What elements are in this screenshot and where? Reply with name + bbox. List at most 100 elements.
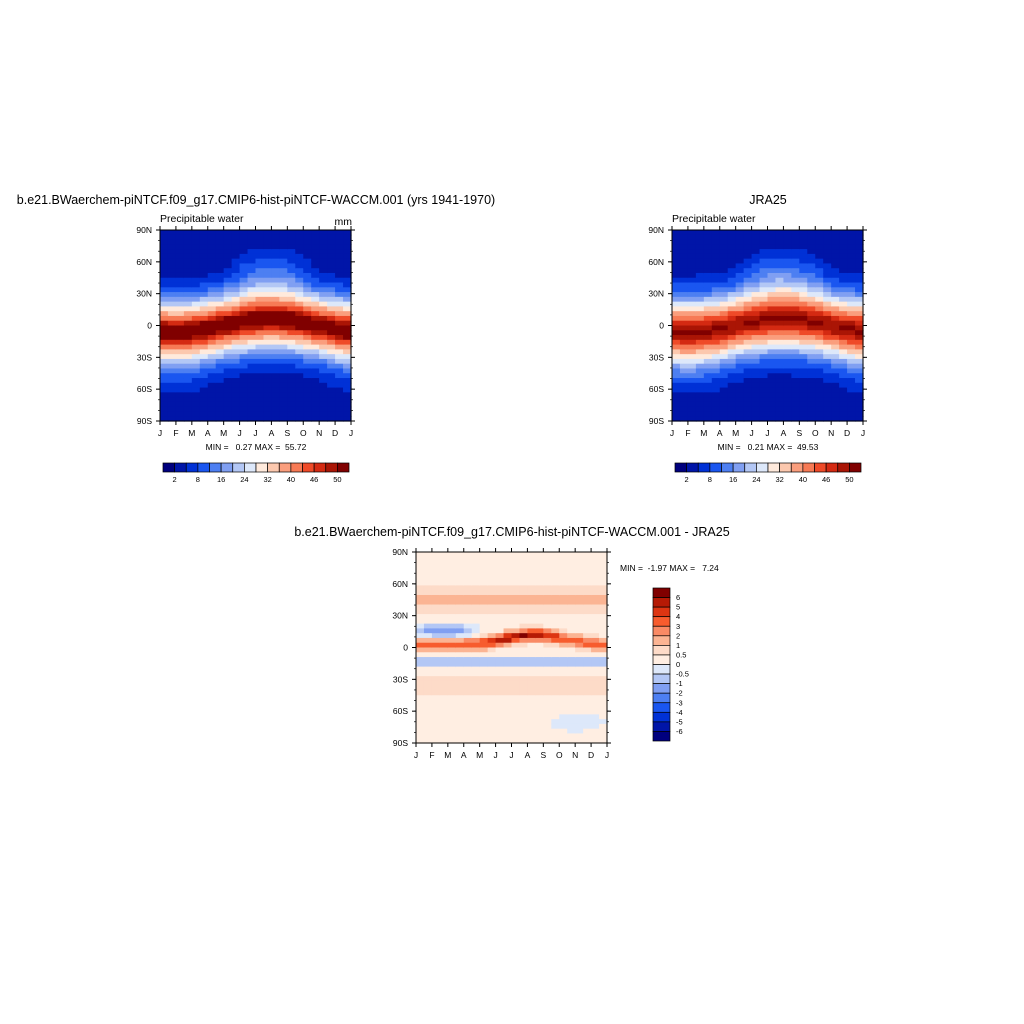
field-cell [679, 296, 689, 303]
colorbar-swatch [313, 462, 327, 473]
field-cell [343, 244, 352, 250]
field-cell [167, 354, 177, 360]
field-cell [335, 253, 344, 260]
field-cell [247, 239, 257, 245]
field-cell [319, 258, 328, 265]
field-cell [767, 354, 777, 360]
field-cell [527, 633, 536, 639]
field-cell [751, 373, 761, 379]
field-cell [543, 709, 552, 715]
x-tick-label: D [332, 428, 338, 438]
field-cell [519, 618, 529, 625]
field-cell [335, 244, 344, 250]
field-cell [455, 604, 465, 610]
field-cell [511, 637, 521, 644]
field-cell [495, 580, 505, 587]
field-cell [759, 263, 769, 269]
field-cell [543, 566, 552, 572]
field-cell [311, 335, 320, 341]
field-cell [855, 378, 864, 384]
field-cell [783, 268, 792, 274]
field-cell [839, 277, 848, 284]
field-cell [223, 392, 233, 398]
field-cell [431, 637, 441, 644]
field-cell [295, 330, 304, 336]
field-cell [175, 287, 185, 293]
field-cell [599, 661, 608, 668]
field-cell [559, 709, 568, 715]
field-cell [455, 685, 465, 692]
field-cell [263, 397, 273, 403]
field-cell [711, 344, 721, 350]
field-cell [775, 392, 785, 398]
field-cell [495, 585, 505, 591]
field-cell [783, 282, 792, 288]
field-cell [711, 378, 721, 384]
field-cell [543, 700, 552, 706]
field-cell [583, 676, 592, 682]
field-cell [575, 709, 584, 715]
field-cell [503, 571, 513, 577]
field-cell [711, 416, 721, 422]
field-cell [447, 561, 457, 567]
field-cell [783, 416, 792, 422]
field-cell [199, 234, 209, 241]
field-cell [551, 556, 560, 563]
field-cell [183, 244, 193, 250]
field-cell [447, 599, 457, 606]
field-cell [759, 239, 769, 245]
field-cell [279, 406, 288, 413]
field-cell [319, 263, 328, 269]
field-cell [207, 325, 217, 331]
field-cell [423, 609, 433, 615]
field-cell [831, 277, 840, 284]
field-cell [423, 657, 433, 663]
field-cell [207, 397, 217, 403]
field-cell [503, 661, 513, 668]
field-cell [183, 253, 193, 260]
colorbar-swatch [837, 462, 850, 473]
field-cell [263, 330, 273, 336]
field-cell [823, 339, 832, 346]
field-cell [167, 282, 177, 288]
field-cell [839, 387, 848, 393]
field-cell [591, 714, 600, 720]
field-cell [423, 566, 433, 572]
field-cell [263, 282, 273, 288]
field-cell [167, 349, 177, 355]
field-cell [215, 244, 225, 250]
field-cell [295, 282, 304, 288]
field-cell [247, 335, 257, 341]
field-cell [327, 296, 336, 303]
field-cell [319, 325, 328, 331]
field-cell [703, 397, 713, 403]
field-cell [231, 406, 241, 413]
field-cell [487, 599, 497, 606]
field-cell [735, 282, 745, 288]
field-cell [335, 411, 344, 417]
field-cell [743, 368, 753, 374]
field-cell [591, 599, 600, 606]
field-cell [559, 571, 568, 577]
field-cell [511, 614, 521, 620]
field-cell [327, 416, 336, 422]
field-cell [447, 633, 457, 639]
field-cell [695, 335, 705, 341]
field-cell [679, 292, 689, 298]
field-cell [295, 339, 304, 346]
colorbar-swatch [197, 462, 210, 473]
field-cell [255, 368, 265, 374]
field-cell [543, 647, 552, 653]
field-cell [695, 406, 705, 413]
field-cell [160, 416, 169, 422]
field-cell [479, 618, 489, 625]
field-cell [543, 714, 552, 720]
field-cell [855, 363, 864, 370]
field-cell [567, 599, 576, 606]
field-cell [575, 628, 584, 634]
field-cell [423, 719, 433, 725]
field-cell [551, 680, 560, 687]
colorbar-label: 32 [775, 475, 783, 484]
field-cell [263, 268, 273, 274]
field-cell [295, 382, 304, 389]
